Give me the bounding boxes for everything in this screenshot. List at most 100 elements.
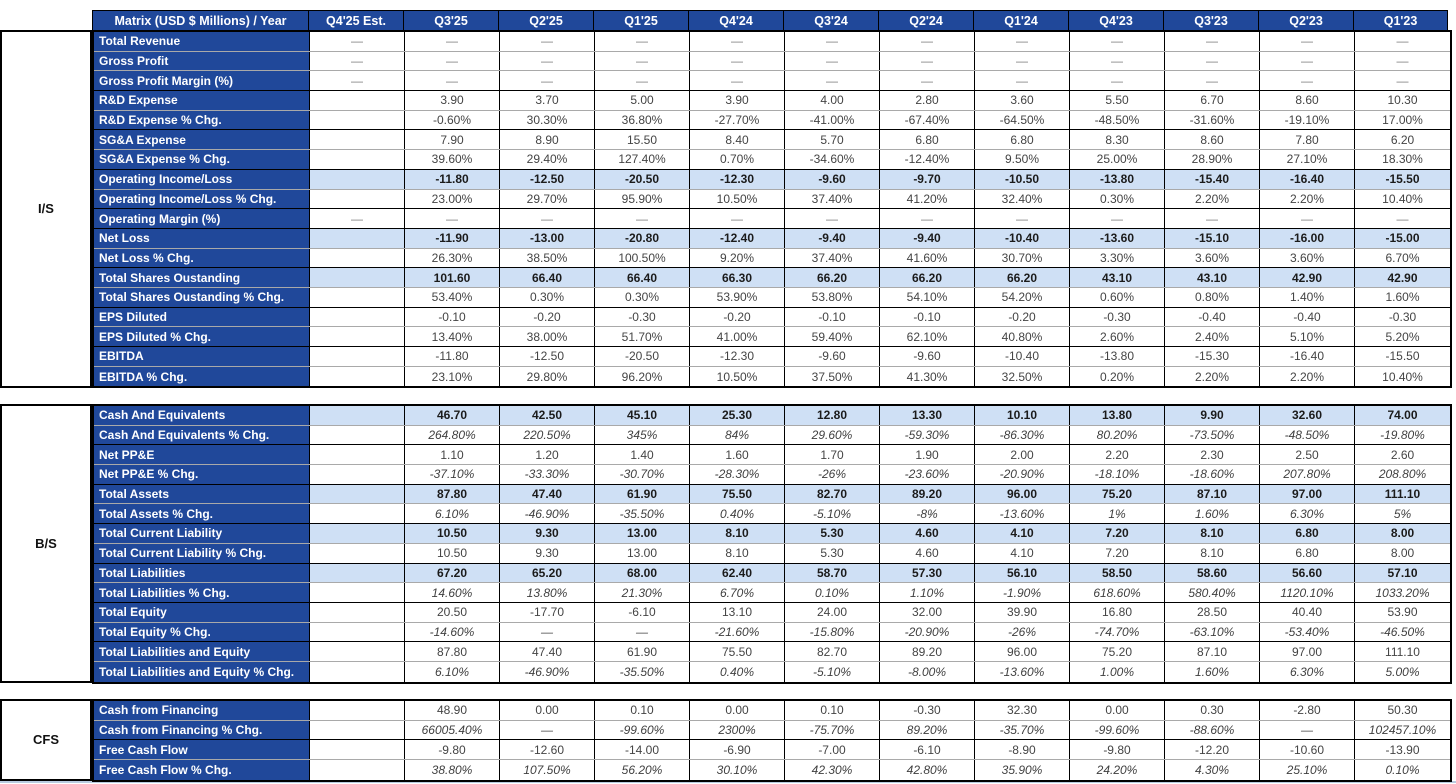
value-cell[interactable]: — <box>690 209 785 228</box>
value-cell[interactable]: 25.30 <box>690 406 785 425</box>
value-cell[interactable] <box>310 406 405 425</box>
value-cell[interactable]: 39.90 <box>975 602 1070 622</box>
row-label[interactable]: Total Current Liability % Chg. <box>94 543 310 563</box>
value-cell[interactable] <box>310 622 405 642</box>
value-cell[interactable]: 2.20% <box>1165 366 1260 387</box>
value-cell[interactable]: — <box>1355 71 1450 91</box>
value-cell[interactable]: 10.10 <box>975 406 1070 425</box>
value-cell[interactable]: 12.80 <box>785 406 880 425</box>
value-cell[interactable]: — <box>500 32 595 51</box>
header-quarter-cell[interactable]: Q3'25 <box>403 10 498 31</box>
value-cell[interactable] <box>310 425 405 445</box>
value-cell[interactable]: 24.20% <box>1070 760 1165 780</box>
value-cell[interactable]: -46.90% <box>500 504 595 524</box>
row-label[interactable]: Net Loss <box>94 228 310 248</box>
value-cell[interactable]: 1.90 <box>880 445 975 465</box>
value-cell[interactable]: 0.30% <box>1070 189 1165 209</box>
row-label[interactable]: Total Liabilities and Equity <box>94 642 310 661</box>
value-cell[interactable]: 50.30 <box>1355 701 1450 720</box>
row-label[interactable]: Net PP&E % Chg. <box>94 465 310 484</box>
value-cell[interactable]: — <box>1260 71 1355 91</box>
value-cell[interactable]: 2300% <box>690 720 785 740</box>
value-cell[interactable]: — <box>785 32 880 51</box>
value-cell[interactable]: — <box>1165 32 1260 51</box>
value-cell[interactable]: -11.90 <box>405 228 500 248</box>
value-cell[interactable]: -14.00 <box>595 740 690 760</box>
value-cell[interactable]: -46.90% <box>500 661 595 682</box>
value-cell[interactable]: 58.60 <box>1165 563 1260 583</box>
value-cell[interactable]: -12.50 <box>500 347 595 366</box>
value-cell[interactable]: 580.40% <box>1165 583 1260 602</box>
value-cell[interactable]: -9.60 <box>785 169 880 189</box>
value-cell[interactable]: 2.20 <box>1070 445 1165 465</box>
value-cell[interactable]: 56.10 <box>975 563 1070 583</box>
value-cell[interactable]: — <box>1355 51 1450 71</box>
value-cell[interactable]: -7.00 <box>785 740 880 760</box>
value-cell[interactable]: 35.90% <box>975 760 1070 780</box>
value-cell[interactable] <box>310 543 405 563</box>
value-cell[interactable]: 6.20 <box>1355 130 1450 150</box>
value-cell[interactable]: — <box>1165 71 1260 91</box>
value-cell[interactable]: 30.70% <box>975 248 1070 268</box>
value-cell[interactable]: 61.90 <box>595 642 690 661</box>
value-cell[interactable]: — <box>785 51 880 71</box>
value-cell[interactable]: -37.10% <box>405 465 500 484</box>
value-cell[interactable]: 53.90 <box>1355 602 1450 622</box>
value-cell[interactable]: 30.10% <box>690 760 785 780</box>
value-cell[interactable]: — <box>785 71 880 91</box>
value-cell[interactable]: -73.50% <box>1165 425 1260 445</box>
value-cell[interactable] <box>310 287 405 307</box>
value-cell[interactable]: 0.10 <box>595 701 690 720</box>
value-cell[interactable]: -34.60% <box>785 150 880 169</box>
value-cell[interactable]: -16.40 <box>1260 169 1355 189</box>
value-cell[interactable]: 41.30% <box>880 366 975 387</box>
row-label[interactable]: Total Revenue <box>94 32 310 51</box>
value-cell[interactable]: — <box>690 51 785 71</box>
value-cell[interactable]: 66.30 <box>690 268 785 287</box>
header-quarter-cell[interactable]: Q4'25 Est. <box>308 10 403 31</box>
value-cell[interactable]: -12.50 <box>500 169 595 189</box>
value-cell[interactable]: -8.00% <box>880 661 975 682</box>
value-cell[interactable]: 6.30% <box>1260 504 1355 524</box>
value-cell[interactable]: 62.40 <box>690 563 785 583</box>
value-cell[interactable]: 0.40% <box>690 504 785 524</box>
section-label-bs[interactable]: B/S <box>0 404 92 683</box>
value-cell[interactable]: 2.00 <box>975 445 1070 465</box>
value-cell[interactable]: 1.20 <box>500 445 595 465</box>
value-cell[interactable]: 8.30 <box>1070 130 1165 150</box>
value-cell[interactable]: 8.60 <box>1260 91 1355 110</box>
value-cell[interactable]: 37.50% <box>785 366 880 387</box>
value-cell[interactable]: 28.50 <box>1165 602 1260 622</box>
value-cell[interactable]: -99.60% <box>1070 720 1165 740</box>
value-cell[interactable]: 1.70 <box>785 445 880 465</box>
value-cell[interactable]: — <box>500 622 595 642</box>
value-cell[interactable]: -5.10% <box>785 661 880 682</box>
value-cell[interactable]: -16.00 <box>1260 228 1355 248</box>
value-cell[interactable]: 8.10 <box>1165 524 1260 543</box>
value-cell[interactable]: — <box>880 51 975 71</box>
value-cell[interactable]: 89.20% <box>880 720 975 740</box>
value-cell[interactable]: 32.60 <box>1260 406 1355 425</box>
row-label[interactable]: Cash from Financing % Chg. <box>94 720 310 740</box>
row-label[interactable]: Operating Income/Loss % Chg. <box>94 189 310 209</box>
value-cell[interactable]: 42.50 <box>500 406 595 425</box>
value-cell[interactable] <box>310 169 405 189</box>
value-cell[interactable]: -86.30% <box>975 425 1070 445</box>
value-cell[interactable]: -12.30 <box>690 169 785 189</box>
value-cell[interactable]: — <box>1070 51 1165 71</box>
value-cell[interactable]: -59.30% <box>880 425 975 445</box>
value-cell[interactable]: 32.30 <box>975 701 1070 720</box>
value-cell[interactable] <box>310 524 405 543</box>
value-cell[interactable]: 8.10 <box>690 524 785 543</box>
value-cell[interactable]: — <box>1070 71 1165 91</box>
value-cell[interactable] <box>310 91 405 110</box>
value-cell[interactable]: 25.00% <box>1070 150 1165 169</box>
value-cell[interactable]: 1.40% <box>1260 287 1355 307</box>
value-cell[interactable]: -14.60% <box>405 622 500 642</box>
value-cell[interactable]: 74.00 <box>1355 406 1450 425</box>
value-cell[interactable]: -11.80 <box>405 169 500 189</box>
value-cell[interactable]: 67.20 <box>405 563 500 583</box>
value-cell[interactable]: 42.90 <box>1260 268 1355 287</box>
value-cell[interactable] <box>310 583 405 602</box>
header-quarter-cell[interactable]: Q3'23 <box>1163 10 1258 31</box>
